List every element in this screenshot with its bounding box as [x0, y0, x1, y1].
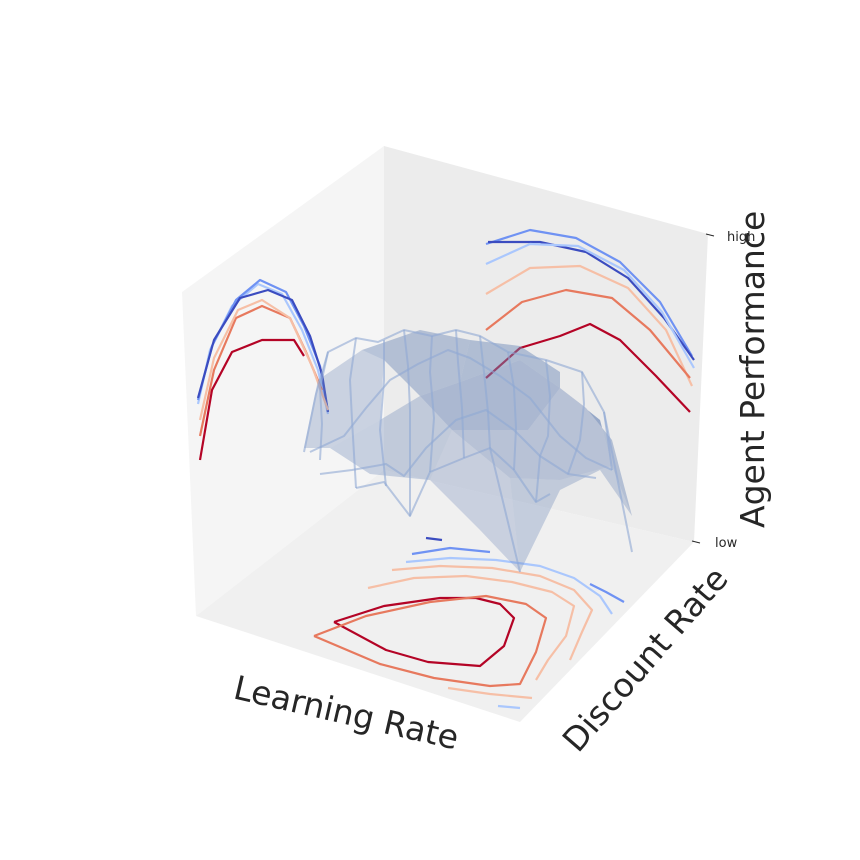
wireframe-line	[535, 359, 551, 503]
wireframe-line	[429, 335, 435, 473]
wireframe-line	[479, 335, 521, 573]
surface-facet	[420, 360, 560, 430]
left-wall-contour-line	[196, 288, 330, 413]
surface-facet	[510, 466, 632, 572]
surface-facet	[330, 396, 452, 480]
wireframe-line	[403, 329, 411, 516]
right-wall-contour-line	[485, 322, 691, 413]
floor-contour-line	[447, 686, 533, 700]
left-wall-contours	[196, 278, 330, 461]
surface-facet	[362, 330, 470, 396]
wireframe-line	[349, 337, 357, 489]
floor-contours	[313, 536, 625, 710]
floor-contour-line	[411, 546, 491, 556]
right-wall-contours	[485, 228, 695, 413]
z-tick-low: low	[715, 536, 738, 551]
right-wall-contour-line	[485, 288, 691, 379]
left-wall-contour-line	[198, 298, 330, 421]
surface-facet	[430, 430, 520, 572]
floor-contour-line	[367, 574, 576, 681]
floor-contour-line	[405, 556, 613, 615]
wireframe-line	[567, 371, 585, 475]
z-axis-ticks: high low	[691, 230, 755, 551]
wireframe-line	[379, 340, 387, 487]
right-wall-contour-line	[485, 242, 695, 369]
floor-contour-line	[391, 564, 594, 661]
back-wall-right	[384, 146, 708, 542]
surface-facet	[304, 350, 384, 448]
wireframe-line	[319, 409, 597, 479]
wireframe-line	[455, 329, 465, 459]
z-tick-low-mark	[691, 540, 701, 544]
wireframe-line	[319, 351, 329, 461]
z-tick-high: high	[727, 230, 755, 245]
wireframe-line	[309, 349, 613, 471]
wireframe-line	[507, 351, 517, 471]
right-wall-contour-line	[485, 228, 693, 357]
left-wall-contour-line	[198, 338, 305, 461]
performance-wireframe	[303, 329, 633, 573]
z-axis-label: Agent Performance	[733, 211, 772, 528]
floor-contour-line	[313, 594, 548, 688]
right-wall-contour-line	[485, 264, 693, 387]
floor-contour-line	[589, 583, 625, 603]
back-wall-left	[182, 146, 384, 616]
floor-contour-line	[333, 596, 516, 668]
floor-contour-line	[425, 536, 443, 542]
surface-facet	[460, 340, 560, 388]
floor-contour-line	[497, 704, 521, 710]
wireframe-line	[303, 329, 633, 553]
wireframe-line	[603, 411, 613, 471]
z-tick-high-mark	[705, 233, 715, 237]
